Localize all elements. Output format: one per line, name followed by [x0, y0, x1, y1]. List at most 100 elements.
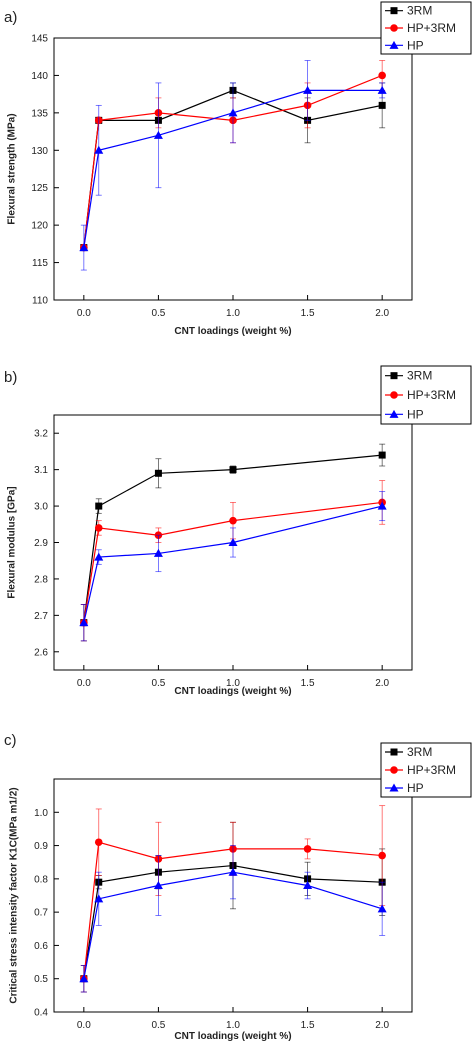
x-axis-title: CNT loadings (weight %): [174, 1031, 291, 1042]
legend-label: HP: [407, 781, 424, 795]
legend-label: HP: [407, 38, 424, 52]
plot-frame: [53, 37, 413, 301]
panel-label: b): [4, 369, 17, 386]
data-point: [153, 548, 163, 557]
series-hp-3rm: [80, 480, 386, 642]
x-tick-label: 1.0: [226, 1020, 240, 1031]
data-point: [378, 851, 386, 860]
legend-label: 3RM: [407, 369, 432, 383]
legend-marker: [390, 766, 398, 774]
y-tick-label: 125: [31, 183, 48, 194]
series-line: [83, 74, 383, 248]
panel-label: c): [4, 732, 17, 749]
series-line: [83, 864, 383, 979]
data-point: [79, 618, 89, 627]
y-tick-label: 1.0: [34, 808, 48, 819]
y-tick-label: 3.1: [34, 465, 48, 476]
legend-label: HP: [407, 407, 424, 421]
data-point: [229, 516, 237, 525]
data-point: [377, 904, 387, 913]
legend-label: HP+3RM: [407, 388, 456, 402]
legend-label: HP+3RM: [407, 21, 456, 35]
x-tick-label: 1.5: [301, 678, 315, 689]
data-point: [94, 838, 103, 847]
x-axis-title: CNT loadings (weight %): [174, 686, 291, 697]
y-axis-title: Critical stress intensity factor K1C(MPa…: [8, 787, 19, 1003]
y-axis-title: Flexural modulus [GPa]: [6, 486, 17, 598]
legend-label: HP+3RM: [407, 763, 456, 777]
data-point: [95, 502, 103, 510]
y-tick-label: 2.9: [34, 538, 48, 549]
y-tick-label: 3.2: [34, 429, 48, 440]
y-tick-label: 3.0: [34, 502, 48, 513]
data-point: [228, 538, 238, 546]
y-tick-label: 120: [31, 221, 48, 232]
y-tick-label: 115: [32, 258, 48, 269]
y-tick-label: 2.7: [34, 611, 48, 622]
data-point: [377, 85, 387, 94]
data-point: [378, 451, 386, 459]
data-point: [228, 108, 238, 117]
x-tick-label: 0.5: [151, 1020, 165, 1031]
y-tick-label: 0.4: [34, 1008, 48, 1019]
legend: 3RM HP+3RM HP: [380, 365, 472, 425]
y-tick-label: 2.8: [34, 574, 48, 585]
data-point: [153, 881, 163, 890]
series-line: [83, 841, 383, 979]
data-point: [94, 552, 104, 561]
legend-marker: [389, 783, 399, 792]
y-tick-label: 0.6: [34, 941, 48, 952]
y-axis-title: Flexural strength (MPa): [6, 113, 17, 224]
y-tick-label: 0.8: [34, 874, 48, 885]
series-hp: [79, 491, 387, 642]
y-tick-label: 0.9: [34, 841, 48, 852]
x-tick-label: 0.0: [77, 1020, 91, 1031]
data-point: [303, 85, 313, 94]
data-point: [154, 469, 162, 477]
series-line: [83, 871, 383, 979]
x-tick-label: 0.5: [151, 678, 165, 689]
y-tick-label: 130: [31, 146, 48, 157]
y-tick-label: 145: [31, 34, 48, 45]
data-point: [378, 71, 386, 80]
data-point: [94, 145, 104, 154]
series-hp: [79, 60, 387, 271]
data-point: [79, 974, 89, 983]
x-tick-label: 0.5: [151, 308, 165, 319]
data-point: [229, 466, 237, 474]
series-hp: [79, 845, 387, 993]
chart-panel-0: a) 110 115 120 125 130 135 140 145 0.0 0.5 1.0 1.5 2.…: [4, 1, 472, 337]
legend-marker: [390, 748, 398, 756]
series-line: [83, 89, 383, 248]
x-tick-label: 0.0: [77, 308, 91, 319]
y-tick-label: 110: [32, 296, 48, 307]
x-tick-label: 1.0: [226, 678, 240, 689]
data-point: [378, 101, 386, 109]
y-tick-label: 135: [31, 108, 48, 119]
data-point: [79, 243, 89, 252]
x-tick-label: 0.0: [77, 678, 91, 689]
legend-label: 3RM: [407, 4, 432, 18]
x-tick-label: 1.0: [226, 308, 240, 319]
data-point: [153, 130, 163, 139]
x-tick-label: 2.0: [375, 308, 389, 319]
legend-marker: [390, 372, 398, 380]
y-tick-label: 0.5: [34, 974, 48, 985]
legend-label: 3RM: [407, 745, 432, 759]
data-point: [377, 501, 387, 510]
legend-marker: [389, 40, 399, 49]
x-tick-label: 1.5: [301, 1020, 315, 1031]
legend: 3RM HP+3RM HP: [380, 1, 472, 55]
legend-marker: [390, 24, 398, 32]
data-point: [303, 845, 312, 853]
y-tick-label: 2.6: [34, 647, 48, 658]
panel-label: a): [4, 9, 17, 26]
x-tick-label: 2.0: [375, 1020, 389, 1031]
chart-panel-2: c) 0.4 0.5 0.6 0.7 0.8 0.9 1.0 0.0 0.5 1.0 1.5 2.0 CN…: [4, 732, 472, 1042]
y-tick-label: 0.7: [34, 908, 48, 919]
data-point: [94, 894, 104, 903]
data-point: [228, 867, 238, 876]
legend: 3RM HP+3RM HP: [380, 742, 472, 798]
data-point: [303, 881, 313, 890]
data-point: [94, 524, 103, 532]
